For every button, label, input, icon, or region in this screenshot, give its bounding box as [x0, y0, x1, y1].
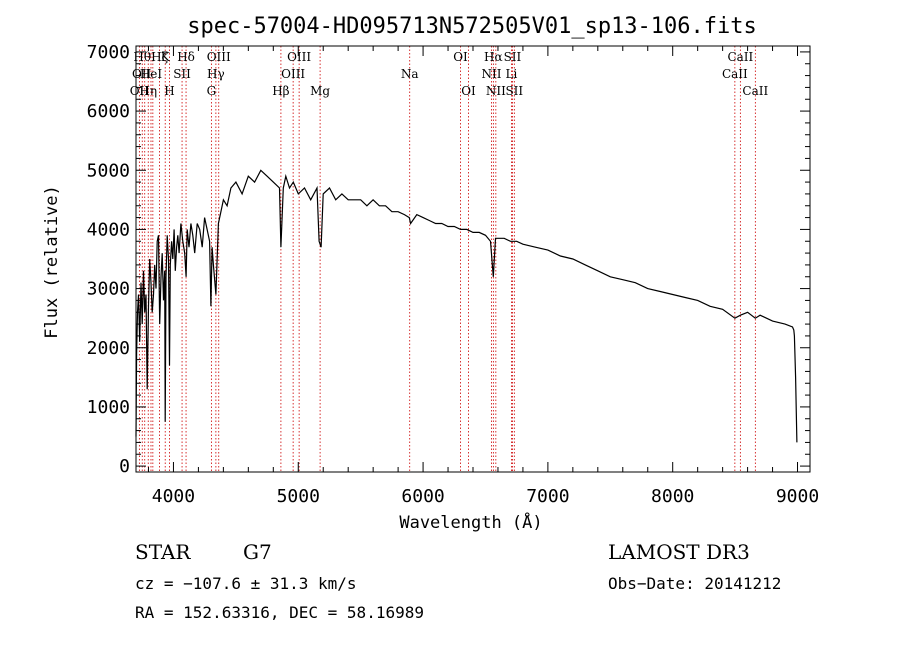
line-label: Li	[506, 67, 518, 81]
x-tick-label: 4000	[152, 486, 195, 507]
line-label: CaII	[727, 50, 753, 64]
line-label: Hδ	[177, 50, 195, 64]
spectrum-chart: spec-57004-HD095713N572505V01_sp13-106.f…	[42, 14, 819, 533]
line-label: SII	[173, 67, 191, 81]
line-label: Hβ	[272, 84, 289, 98]
plot-frame	[135, 45, 811, 473]
line-label: Hγ	[207, 67, 225, 81]
line-label: OI	[453, 50, 468, 64]
line-label: SII	[505, 84, 523, 98]
line-label: Mg	[310, 84, 330, 98]
x-tick-label: 7000	[526, 486, 569, 507]
observation-date: Obs−Date: 20141212	[608, 574, 782, 593]
line-label: OII	[132, 67, 152, 81]
line-label: CaII	[722, 67, 748, 81]
x-axis-label: Wavelength (Å)	[399, 511, 542, 533]
line-label: Hθ	[133, 50, 151, 64]
x-tick-label: 8000	[651, 486, 694, 507]
redshift-velocity: cz = −107.6 ± 31.3 km/s	[135, 574, 357, 593]
line-markers	[138, 46, 756, 472]
line-label: OII	[130, 84, 150, 98]
line-label: Hη	[139, 84, 157, 98]
line-label: OI	[461, 84, 476, 98]
x-tick-label: 5000	[277, 486, 320, 507]
y-tick-label: 5000	[87, 160, 130, 181]
coordinates: RA = 152.63316, DEC = 58.16989	[135, 603, 424, 622]
line-label: H	[164, 84, 174, 98]
y-tick-label: 7000	[87, 42, 130, 63]
line-labels: OII OII Hθ HeI Hη HζK H SII Hδ G Hγ OIII Hβ OIII OIII M…	[130, 50, 769, 98]
survey-name: LAMOST DR3	[608, 540, 750, 564]
line-label: OIII	[207, 50, 231, 64]
line-label: K	[161, 50, 171, 64]
line-label: NII	[486, 84, 506, 98]
line-label: CaII	[742, 84, 768, 98]
spectrum-line	[135, 169, 798, 443]
x-tick-label: 9000	[776, 486, 819, 507]
object-subclass: G7	[243, 540, 272, 564]
line-label: HeI	[140, 67, 163, 81]
y-tick-label: 4000	[87, 219, 130, 240]
y-tick-label: 1000	[87, 397, 130, 418]
chart-title: spec-57004-HD095713N572505V01_sp13-106.f…	[187, 14, 757, 39]
y-tick-label: 2000	[87, 338, 130, 359]
y-tick-label: 0	[119, 456, 130, 477]
object-class: STAR	[135, 540, 191, 564]
line-label: OIII	[281, 67, 305, 81]
line-label: Na	[401, 67, 419, 81]
line-label: Hα	[484, 50, 503, 64]
y-axis: 0 1000 2000 3000 4000 5000 6000 7000	[87, 42, 810, 477]
y-tick-label: 3000	[87, 279, 130, 300]
y-tick-label: 6000	[87, 101, 130, 122]
y-axis-label: Flux (relative)	[42, 185, 62, 339]
line-label: G	[207, 84, 217, 98]
line-label: Hζ	[151, 50, 168, 64]
line-label: OIII	[287, 50, 311, 64]
x-axis: 4000 5000 6000 7000 8000 9000	[147, 46, 819, 507]
line-label: NII	[481, 67, 501, 81]
line-label: SII	[504, 50, 522, 64]
x-tick-label: 6000	[401, 486, 444, 507]
